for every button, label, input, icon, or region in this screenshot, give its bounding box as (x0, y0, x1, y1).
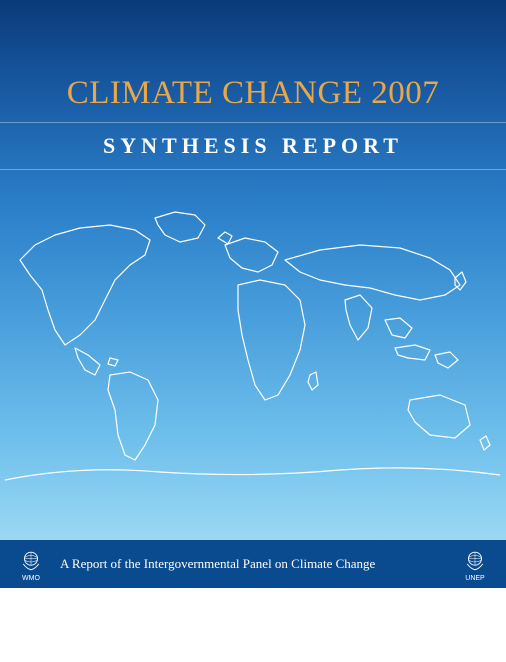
report-title: CLIMATE CHANGE 2007 (67, 75, 439, 112)
report-subtitle: SYNTHESIS REPORT (103, 133, 403, 159)
footer-text: A Report of the Intergovernmental Panel … (60, 556, 446, 572)
report-cover: CLIMATE CHANGE 2007 SYNTHESIS REPORT (0, 0, 506, 588)
wmo-label: WMO (22, 575, 40, 582)
unep-label: UNEP (465, 575, 484, 582)
un-laurel-icon (462, 547, 488, 573)
page-margin-bottom (0, 588, 506, 662)
unep-logo: UNEP (462, 547, 488, 582)
world-map (0, 200, 506, 500)
world-map-svg (0, 200, 506, 500)
footer-band: WMO A Report of the Intergovernmental Pa… (0, 540, 506, 588)
wmo-logo: WMO (18, 547, 44, 582)
subtitle-band: SYNTHESIS REPORT (0, 122, 506, 170)
un-laurel-icon (18, 547, 44, 573)
title-band: CLIMATE CHANGE 2007 (0, 0, 506, 122)
